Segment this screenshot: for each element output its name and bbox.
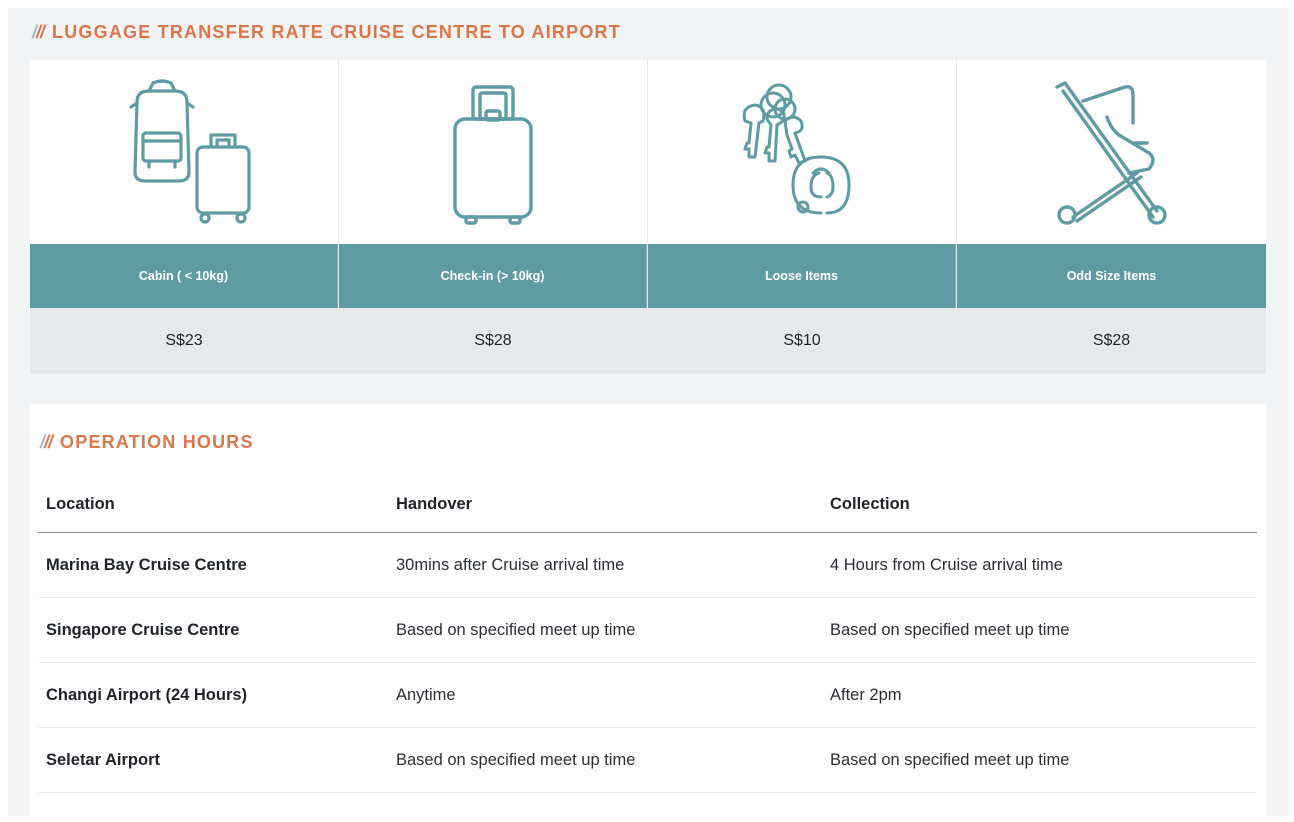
backpack-and-cabin-suitcase-icon bbox=[129, 79, 251, 224]
rate-column-loose-items: Loose Items S$10 bbox=[648, 60, 957, 374]
operation-hours-heading: /// OPERATION HOURS bbox=[40, 432, 254, 453]
collection-cell: Based on specified meet up time bbox=[822, 597, 1257, 663]
location-cell: Seletar Airport bbox=[38, 727, 388, 793]
rate-table: Cabin ( < 10kg) S$23 Check-in (> 10kg) S… bbox=[30, 60, 1266, 374]
table-row: Marina Bay Cruise Centre 30mins after Cr… bbox=[38, 532, 1257, 598]
rate-column-odd-size: Odd Size Items S$28 bbox=[957, 60, 1266, 374]
column-header-handover: Handover bbox=[388, 476, 822, 533]
location-cell: Marina Bay Cruise Centre bbox=[38, 532, 388, 598]
page: /// LUGGAGE TRANSFER RATE CRUISE CENTRE … bbox=[8, 8, 1289, 816]
collection-cell: After 2pm bbox=[822, 662, 1257, 728]
heading-slashes-icon: /// bbox=[40, 432, 53, 452]
rate-price: S$28 bbox=[339, 308, 647, 374]
rate-label: Cabin ( < 10kg) bbox=[30, 244, 338, 308]
column-header-collection: Collection bbox=[822, 476, 1257, 533]
keys-and-neck-pillow-icon bbox=[742, 83, 851, 215]
collection-cell: 4 Hours from Cruise arrival time bbox=[822, 532, 1257, 598]
rate-column-cabin: Cabin ( < 10kg) S$23 bbox=[30, 60, 339, 374]
rates-section-heading: /// LUGGAGE TRANSFER RATE CRUISE CENTRE … bbox=[32, 22, 621, 43]
location-cell: Singapore Cruise Centre bbox=[38, 597, 388, 663]
handover-cell: Based on specified meet up time bbox=[388, 727, 822, 793]
rate-label: Odd Size Items bbox=[957, 244, 1266, 308]
table-header-row: Location Handover Collection bbox=[38, 476, 1257, 533]
operation-hours-section: /// OPERATION HOURS Location Handover Co… bbox=[30, 404, 1266, 816]
rate-label: Loose Items bbox=[648, 244, 956, 308]
rate-column-check-in: Check-in (> 10kg) S$28 bbox=[339, 60, 648, 374]
rate-price: S$28 bbox=[957, 308, 1266, 374]
operation-hours-title: OPERATION HOURS bbox=[60, 432, 254, 452]
table-row: Seletar Airport Based on specified meet … bbox=[38, 727, 1257, 793]
handover-cell: 30mins after Cruise arrival time bbox=[388, 532, 822, 598]
collection-cell: Based on specified meet up time bbox=[822, 727, 1257, 793]
column-header-location: Location bbox=[38, 476, 388, 533]
table-row: Changi Airport (24 Hours) Anytime After … bbox=[38, 662, 1257, 728]
check-in-suitcase-icon bbox=[453, 85, 533, 225]
heading-slashes-icon: /// bbox=[32, 22, 45, 42]
operation-hours-table: Location Handover Collection Marina Bay … bbox=[38, 476, 1257, 793]
handover-cell: Anytime bbox=[388, 662, 822, 728]
rate-price: S$10 bbox=[648, 308, 956, 374]
location-cell: Changi Airport (24 Hours) bbox=[38, 662, 388, 728]
rate-price: S$23 bbox=[30, 308, 338, 374]
handover-cell: Based on specified meet up time bbox=[388, 597, 822, 663]
table-row: Singapore Cruise Centre Based on specifi… bbox=[38, 597, 1257, 663]
stroller-icon bbox=[1054, 81, 1167, 225]
rate-label: Check-in (> 10kg) bbox=[339, 244, 647, 308]
rates-title: LUGGAGE TRANSFER RATE CRUISE CENTRE TO A… bbox=[52, 22, 621, 42]
